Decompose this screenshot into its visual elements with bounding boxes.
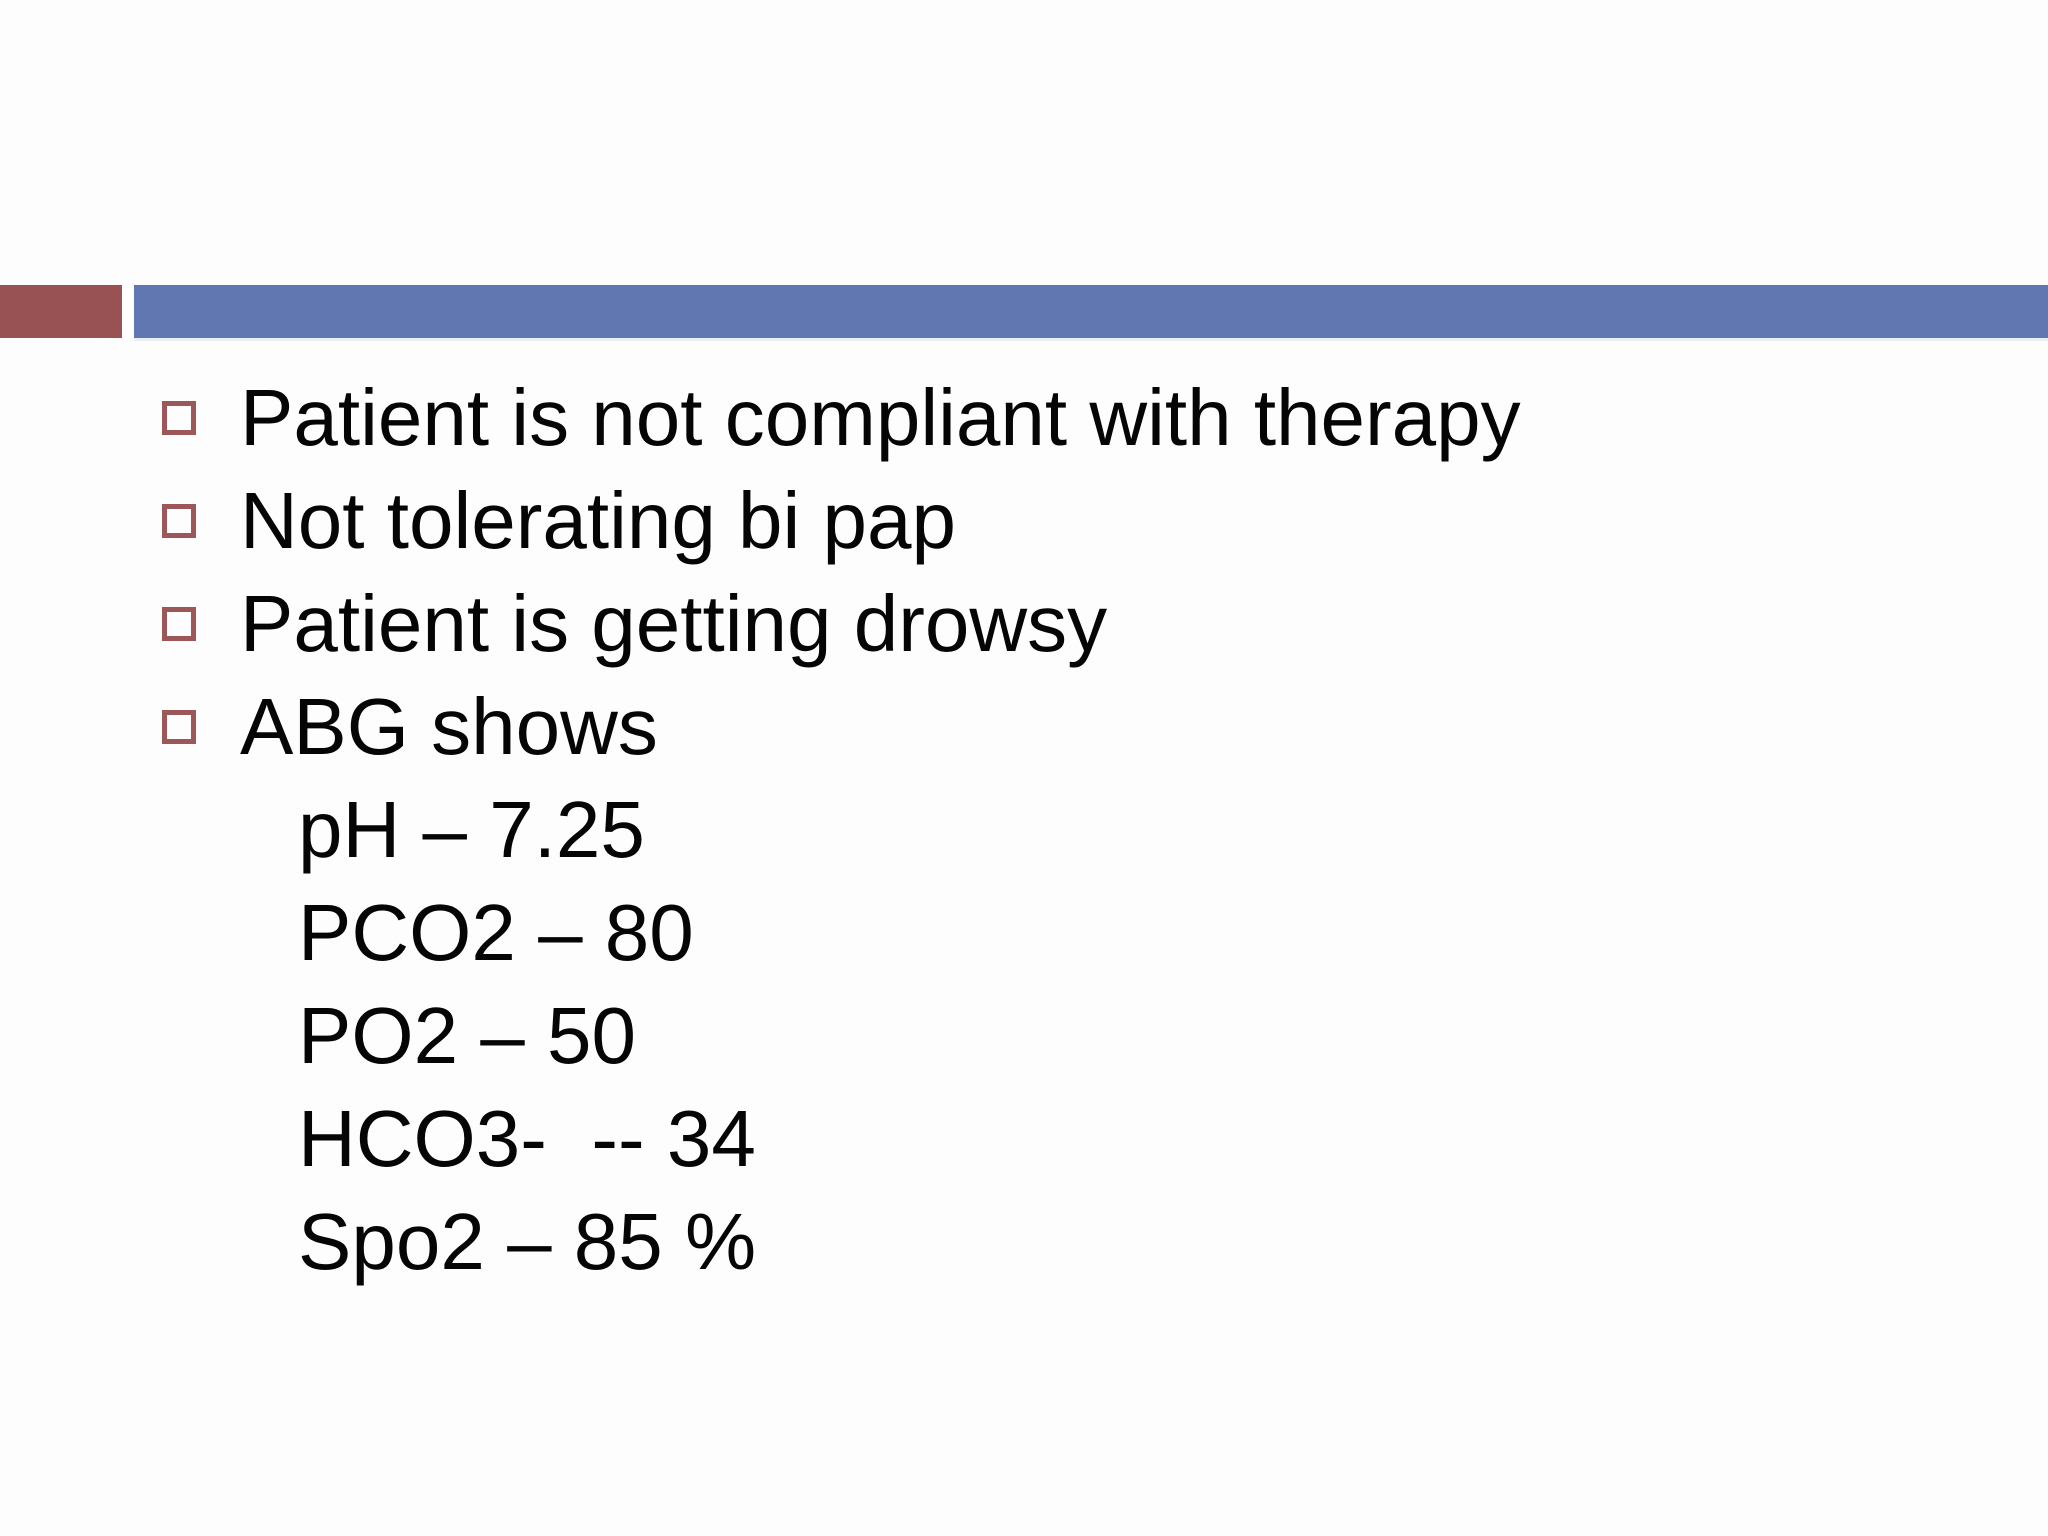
square-bullet-icon [162,606,196,641]
square-bullet-icon [162,400,196,435]
square-bullet-icon [162,709,196,744]
bullet-item-text: ABG shows [240,681,658,771]
abg-value-text: PO2 – 50 [298,990,637,1080]
abg-value-item: PCO2 – 80 [162,881,1962,984]
bullet-item: Patient is not compliant with therapy [162,366,1962,469]
abg-value-text: Spo2 – 85 % [298,1196,757,1286]
header-band [0,285,2048,341]
bullet-item-text: Not tolerating bi pap [240,475,957,565]
bullet-list: Patient is not compliant with therapy No… [162,366,1962,1293]
bullet-item-text: Patient is getting drowsy [240,578,1108,668]
abg-value-item: pH – 7.25 [162,778,1962,881]
abg-value-item: Spo2 – 85 % [162,1190,1962,1293]
abg-value-text: PCO2 – 80 [298,887,694,977]
abg-value-item: HCO3- -- 34 [162,1087,1962,1190]
bullet-item: Not tolerating bi pap [162,469,1962,572]
red-accent-block [0,285,122,338]
bullet-item: ABG shows [162,675,1962,778]
blue-header-bar [134,285,2048,341]
abg-value-text: pH – 7.25 [298,784,645,874]
bullet-item: Patient is getting drowsy [162,572,1962,675]
square-bullet-icon [162,503,196,538]
abg-value-item: PO2 – 50 [162,984,1962,1087]
bullet-item-text: Patient is not compliant with therapy [240,372,1521,462]
abg-value-text: HCO3- -- 34 [298,1093,756,1183]
